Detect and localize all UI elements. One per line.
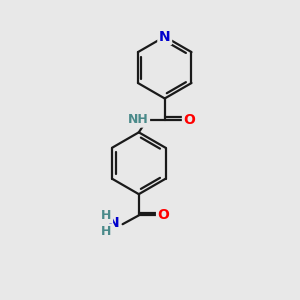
- Text: O: O: [184, 113, 195, 127]
- Text: O: O: [158, 208, 169, 222]
- Text: NH: NH: [128, 113, 148, 126]
- Text: N: N: [159, 30, 170, 44]
- Text: H: H: [101, 225, 112, 238]
- Text: H: H: [101, 209, 112, 222]
- Text: N: N: [107, 216, 119, 230]
